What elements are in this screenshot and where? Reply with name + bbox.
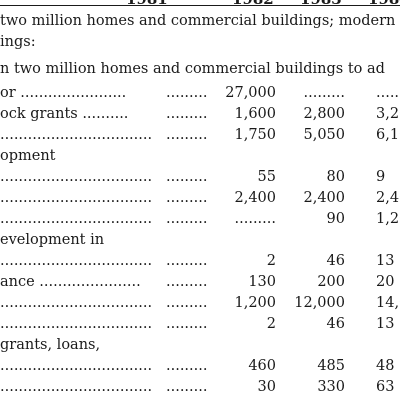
row-value-1984: 3,20 — [376, 106, 400, 122]
row-label: ock grants .......... — [0, 106, 129, 122]
row-leader: ......... — [166, 358, 208, 374]
row-leader: ......... — [166, 316, 208, 332]
row-value-1984: 14,00 — [376, 295, 400, 311]
row-value-1983: 2,800 — [303, 106, 345, 122]
row-value-1982: 1,200 — [234, 295, 276, 311]
header-rule — [0, 5, 400, 6]
row-value-1984: 63 — [376, 379, 395, 395]
row-label: ................................. — [0, 253, 153, 269]
row-value-1983: 330 — [317, 379, 345, 395]
row-label: ................................. — [0, 169, 153, 185]
row-value-1982: 2 — [266, 253, 276, 269]
row-leader: ......... — [166, 274, 208, 290]
row-leader: ......... — [166, 85, 208, 101]
row-leader: ......... — [166, 127, 208, 143]
row-value-1984: 1,20 — [376, 211, 400, 227]
row-value-1983: 485 — [317, 358, 345, 374]
intro-line-3: n two million homes and commercial build… — [0, 61, 385, 77]
row-value-1982: 1,600 — [234, 106, 276, 122]
row-value-1982: 2,400 — [234, 190, 276, 206]
row-value-1983: 200 — [317, 274, 345, 290]
year-header-4: 1984 — [368, 0, 400, 7]
intro-line-1: two million homes and commercial buildin… — [0, 13, 396, 29]
row-label: grants, loans, — [0, 337, 101, 353]
row-value-1982: 2 — [266, 316, 276, 332]
row-label: ................................. — [0, 190, 153, 206]
row-value-1982: ......... — [234, 211, 276, 227]
intro-line-2: ings: — [0, 34, 36, 50]
row-value-1983: 90 — [326, 211, 345, 227]
row-value-1983: 2,400 — [303, 190, 345, 206]
row-value-1982: 27,000 — [225, 85, 276, 101]
row-label: ................................. — [0, 316, 153, 332]
row-value-1984: 13 — [376, 316, 395, 332]
row-leader: ......... — [166, 379, 208, 395]
row-value-1983: 12,000 — [294, 295, 345, 311]
row-value-1984: 9 — [376, 169, 386, 185]
row-label: ance ...................... — [0, 274, 141, 290]
row-leader: ......... — [166, 106, 208, 122]
row-value-1983: 46 — [326, 316, 345, 332]
row-value-1982: 130 — [248, 274, 276, 290]
row-value-1983: 46 — [326, 253, 345, 269]
row-value-1983: ......... — [303, 85, 345, 101]
row-value-1984: 20 — [376, 274, 395, 290]
row-value-1984: 48 — [376, 358, 395, 374]
row-value-1984: 13 — [376, 253, 395, 269]
row-label: evelopment in — [0, 232, 105, 248]
row-leader: ......... — [166, 211, 208, 227]
row-leader: ......... — [166, 253, 208, 269]
row-value-1982: 460 — [248, 358, 276, 374]
row-leader: ......... — [166, 190, 208, 206]
row-value-1984: 6,10 — [376, 127, 400, 143]
year-header-2: 1982 — [232, 0, 274, 7]
row-label: ................................. — [0, 295, 153, 311]
row-value-1982: 30 — [257, 379, 276, 395]
row-value-1984: ..... — [376, 85, 400, 101]
row-leader: ......... — [166, 169, 208, 185]
year-header-1: 1981 — [126, 0, 168, 7]
row-label: ................................. — [0, 127, 153, 143]
year-header-3: 1983 — [300, 0, 342, 7]
row-label: ................................. — [0, 379, 153, 395]
row-label: opment — [0, 148, 56, 164]
row-value-1984: 2,40 — [376, 190, 400, 206]
row-label: ................................. — [0, 358, 153, 374]
row-value-1982: 55 — [257, 169, 276, 185]
row-value-1983: 5,050 — [303, 127, 345, 143]
row-value-1983: 80 — [326, 169, 345, 185]
row-label: or ....................... — [0, 85, 127, 101]
row-label: ................................. — [0, 211, 153, 227]
row-leader: ......... — [166, 295, 208, 311]
row-value-1982: 1,750 — [234, 127, 276, 143]
